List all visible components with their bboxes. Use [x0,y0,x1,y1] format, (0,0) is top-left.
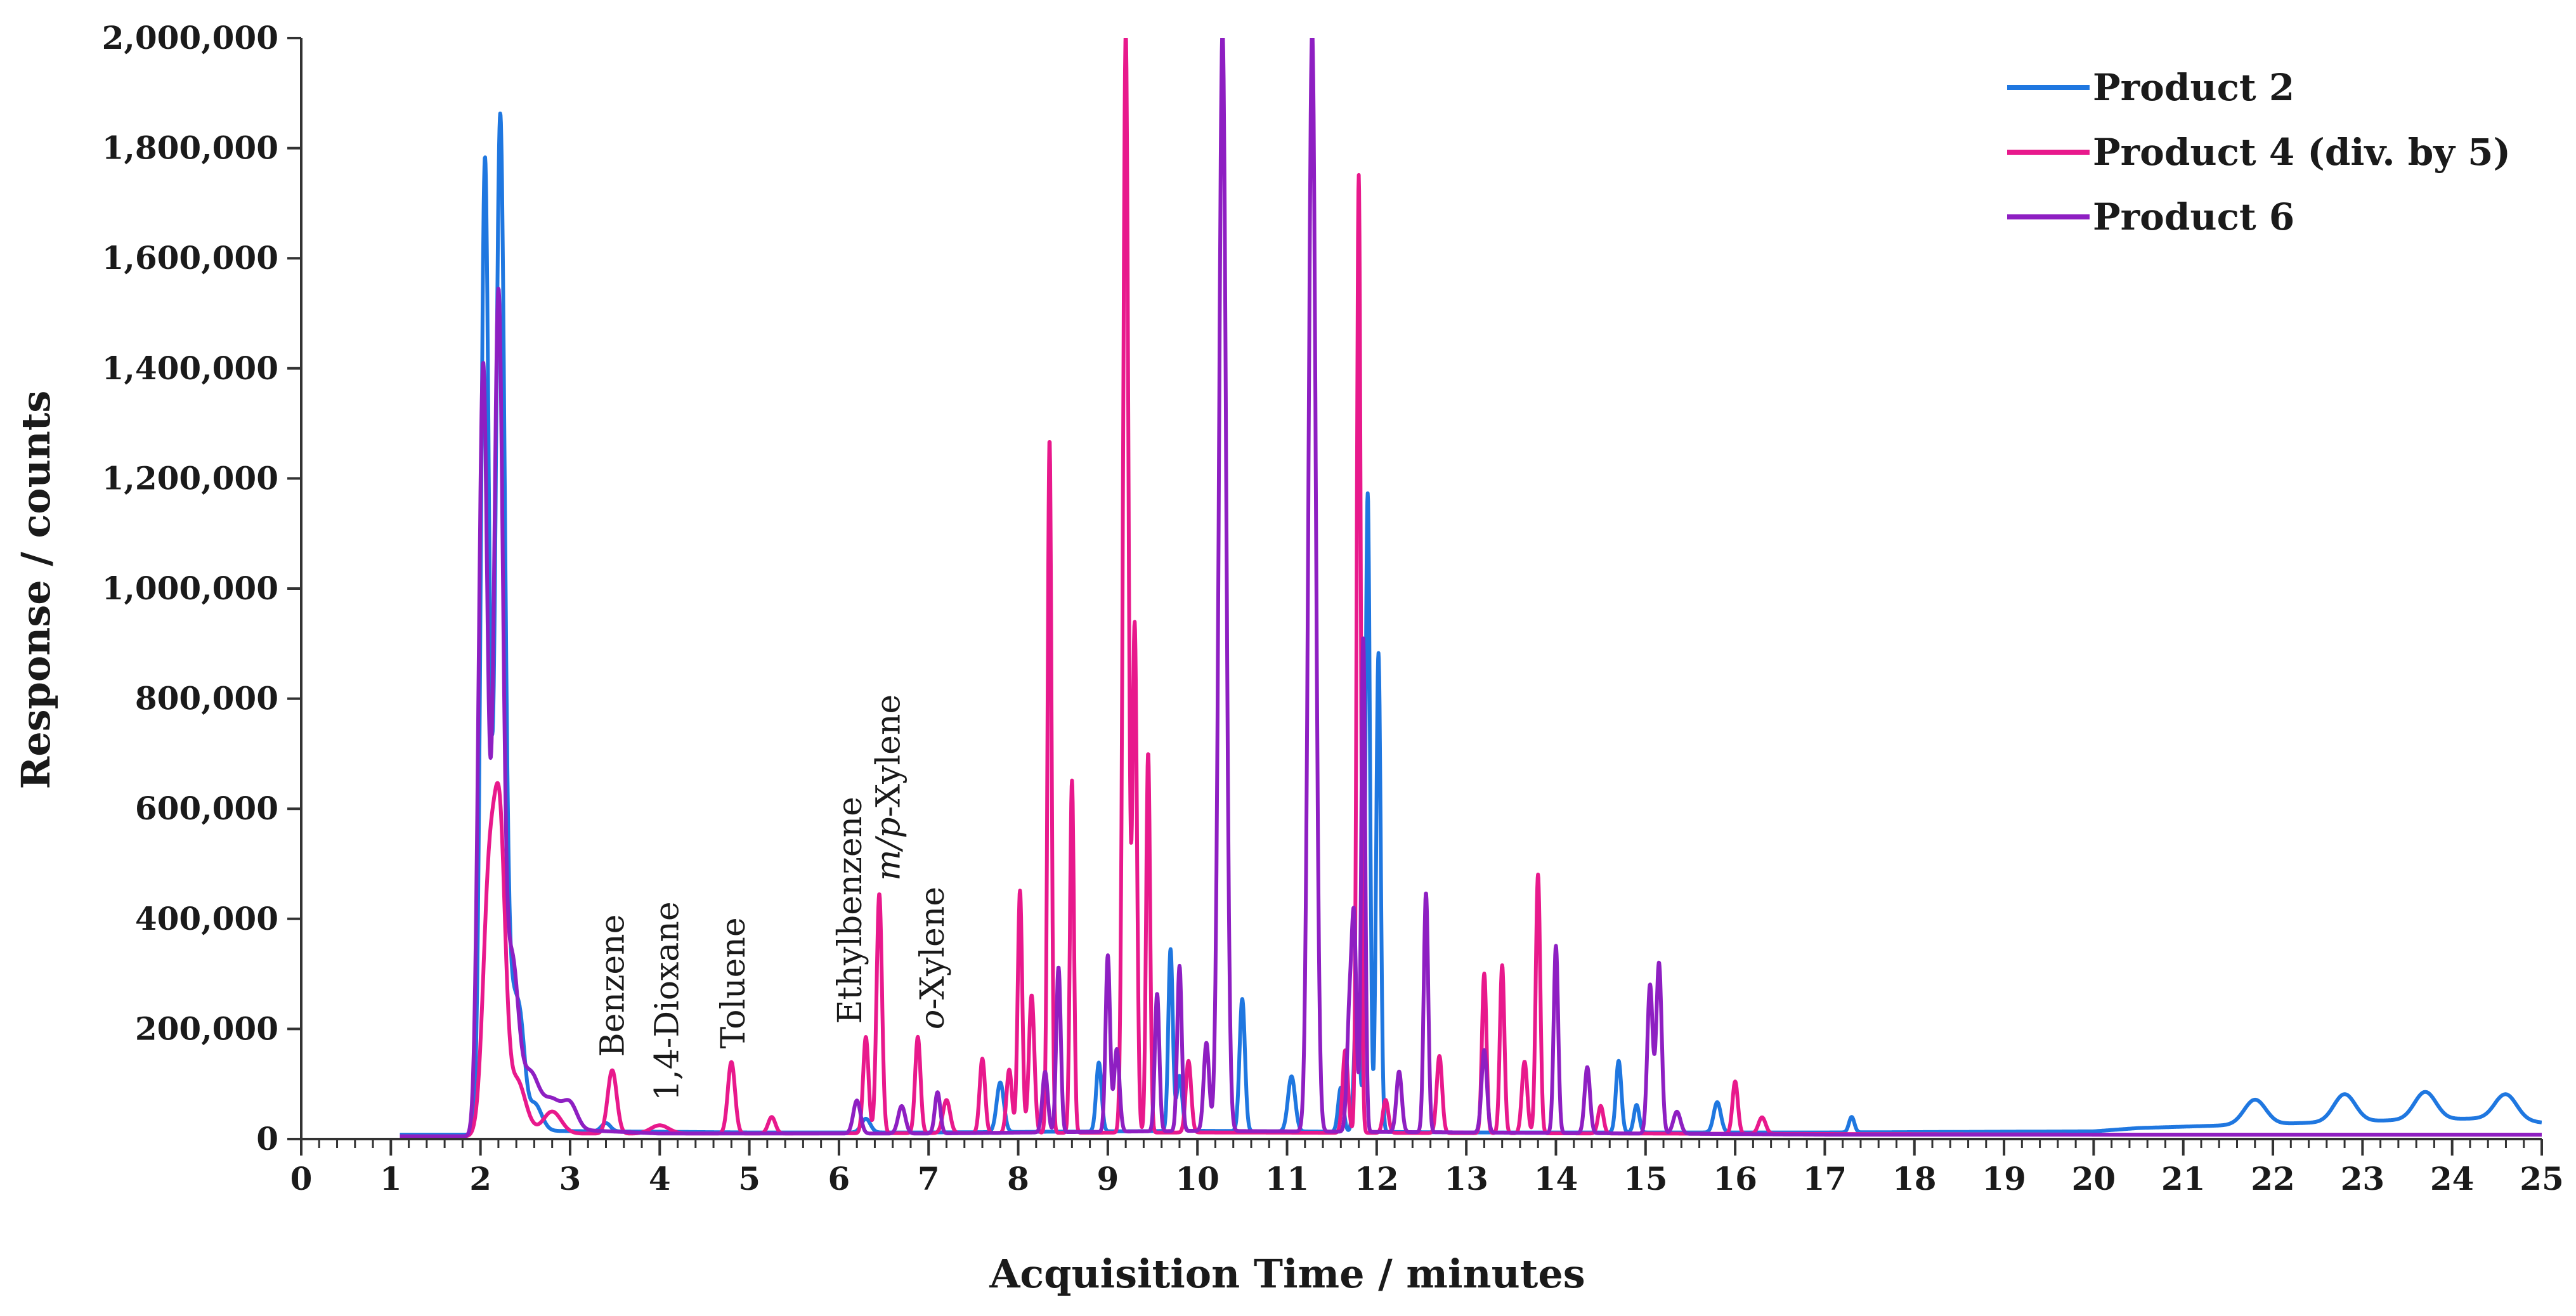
legend-label-2: Product 4 (div. by 5) [2093,131,2511,174]
x-tick-label: 16 [1713,1160,1757,1197]
x-tick-label: 18 [1892,1160,1937,1197]
x-tick-label: 11 [1265,1160,1310,1197]
x-tick-label: 4 [649,1160,671,1197]
x-tick-label: 20 [2072,1160,2116,1197]
x-tick-label: 5 [738,1160,760,1197]
annotation-label: Toluene [715,917,753,1048]
x-tick-label: 23 [2341,1160,2385,1197]
x-tick-label: 2 [469,1160,491,1197]
x-tick-label: 0 [290,1160,313,1197]
y-tick-label: 800,000 [135,680,278,717]
annotation-label: m/p-Xylene [870,694,908,881]
x-tick-label: 12 [1355,1160,1399,1197]
x-tick-label: 6 [828,1160,850,1197]
x-tick-label: 13 [1444,1160,1488,1197]
y-tick-label: 1,600,000 [102,239,278,277]
x-axis-title: Acquisition Time / minutes [989,1251,1585,1297]
y-tick-label: 1,200,000 [102,459,278,497]
annotation-label: 1,4-Dioxane [649,901,687,1101]
x-tick-label: 10 [1175,1160,1220,1197]
y-tick-label: 2,000,000 [102,19,278,56]
x-tick-label: 3 [559,1160,582,1197]
x-tick-label: 1 [380,1160,402,1197]
x-tick-label: 22 [2251,1160,2295,1197]
legend: Product 2 Product 4 (div. by 5) Product 6 [2007,66,2511,238]
x-tick-label: 17 [1803,1160,1847,1197]
x-tick-label: 25 [2520,1160,2564,1197]
x-tick-label: 9 [1096,1160,1119,1197]
annotation-label: o-Xylene [914,887,952,1029]
y-tick-label: 1,800,000 [102,129,278,167]
y-axis-title: Response / counts [13,391,59,790]
y-tick-label: 1,400,000 [102,349,278,387]
y-tick-label: 1,000,000 [102,570,278,607]
x-tick-label: 14 [1534,1160,1578,1197]
y-tick-label: 400,000 [135,900,278,937]
legend-label-1: Product 2 [2093,66,2294,109]
annotation-label: Ethylbenzene [831,797,869,1024]
x-tick-label: 24 [2430,1160,2475,1197]
x-tick-label: 15 [1623,1160,1668,1197]
axes-layer: 0 1 2 3 4 5 6 7 8 9 10 11 12 13 14 15 16 17 18 19 20 21 22 23 24… [102,19,2564,1197]
annotations-layer: Benzene 1,4-Dioxane Toluene Ethylbenzene m/p… [594,694,952,1101]
legend-label-3: Product 6 [2093,195,2294,238]
x-tick-label: 8 [1007,1160,1029,1197]
y-tick-label: 0 [256,1120,278,1157]
series-line-3 [398,38,2542,1138]
x-tick-label: 7 [918,1160,940,1197]
series-layer [398,38,2542,1138]
y-tick-label: 200,000 [135,1010,278,1047]
x-tick-label: 21 [2161,1160,2206,1197]
x-tick-label: 19 [1982,1160,2026,1197]
annotation-label: Benzene [594,915,632,1057]
y-tick-label: 600,000 [135,790,278,827]
